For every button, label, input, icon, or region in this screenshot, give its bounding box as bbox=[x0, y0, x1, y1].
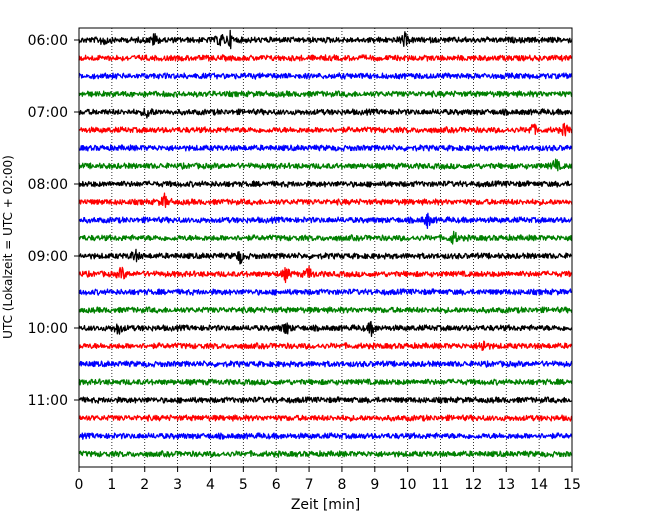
trace-0945 bbox=[78, 306, 573, 314]
trace-0830 bbox=[78, 212, 573, 229]
trace-1015 bbox=[78, 340, 573, 352]
y-tick-label: 11:00 bbox=[28, 393, 68, 409]
trace-1115 bbox=[78, 414, 573, 422]
x-tick-label: 11 bbox=[432, 477, 450, 493]
trace-1100 bbox=[78, 396, 573, 404]
x-tick-label: 7 bbox=[305, 477, 314, 493]
trace-0630 bbox=[78, 72, 573, 80]
x-tick-label: 13 bbox=[497, 477, 515, 493]
y-tick-label: 07:00 bbox=[28, 105, 68, 121]
y-tick-label: 06:00 bbox=[28, 33, 68, 49]
x-tick-label: 3 bbox=[173, 477, 182, 493]
x-tick-label: 5 bbox=[239, 477, 248, 493]
x-tick-label: 2 bbox=[140, 477, 149, 493]
y-tick-label: 09:00 bbox=[28, 249, 68, 265]
trace-0715 bbox=[78, 122, 573, 137]
trace-1030 bbox=[78, 360, 573, 368]
trace-0900 bbox=[78, 248, 573, 265]
x-tick-label: 15 bbox=[563, 477, 581, 493]
trace-0930 bbox=[78, 288, 573, 296]
x-tick-label: 6 bbox=[272, 477, 281, 493]
trace-0700 bbox=[78, 107, 573, 119]
trace-0800 bbox=[78, 180, 573, 188]
trace-1045 bbox=[78, 378, 573, 386]
trace-1130 bbox=[78, 432, 573, 440]
x-tick-label: 1 bbox=[107, 477, 116, 493]
trace-0615 bbox=[78, 54, 573, 62]
trace-0645 bbox=[78, 90, 573, 98]
trace-1145 bbox=[78, 450, 573, 458]
x-tick-label: 8 bbox=[337, 477, 346, 493]
tick-layer: 0 1 2 3 4 5 6 7 8 9 10 11 12 13 14 1506:0007:0008:0009:… bbox=[28, 33, 581, 493]
trace-0730 bbox=[78, 144, 573, 152]
x-tick-label: 12 bbox=[464, 477, 482, 493]
y-tick-label: 10:00 bbox=[28, 321, 68, 337]
y-tick-label: 08:00 bbox=[28, 177, 68, 193]
x-tick-label: 14 bbox=[530, 477, 548, 493]
x-tick-label: 0 bbox=[75, 477, 84, 493]
x-tick-label: 9 bbox=[370, 477, 379, 493]
trace-1000 bbox=[78, 320, 573, 338]
trace-0815 bbox=[78, 192, 573, 208]
trace-0745 bbox=[78, 158, 573, 172]
x-tick-label: 4 bbox=[206, 477, 215, 493]
y-axis-title: UTC (Lokalzeit = UTC + 02:00) bbox=[1, 155, 15, 339]
trace-0915 bbox=[78, 265, 573, 284]
trace-0845 bbox=[78, 230, 573, 245]
x-axis-title: Zeit [min] bbox=[291, 497, 360, 513]
x-tick-label: 10 bbox=[399, 477, 417, 493]
trace-layer bbox=[78, 29, 573, 458]
grid-layer bbox=[111, 28, 540, 467]
trace-0600 bbox=[78, 29, 573, 50]
plot-frame bbox=[78, 27, 573, 468]
